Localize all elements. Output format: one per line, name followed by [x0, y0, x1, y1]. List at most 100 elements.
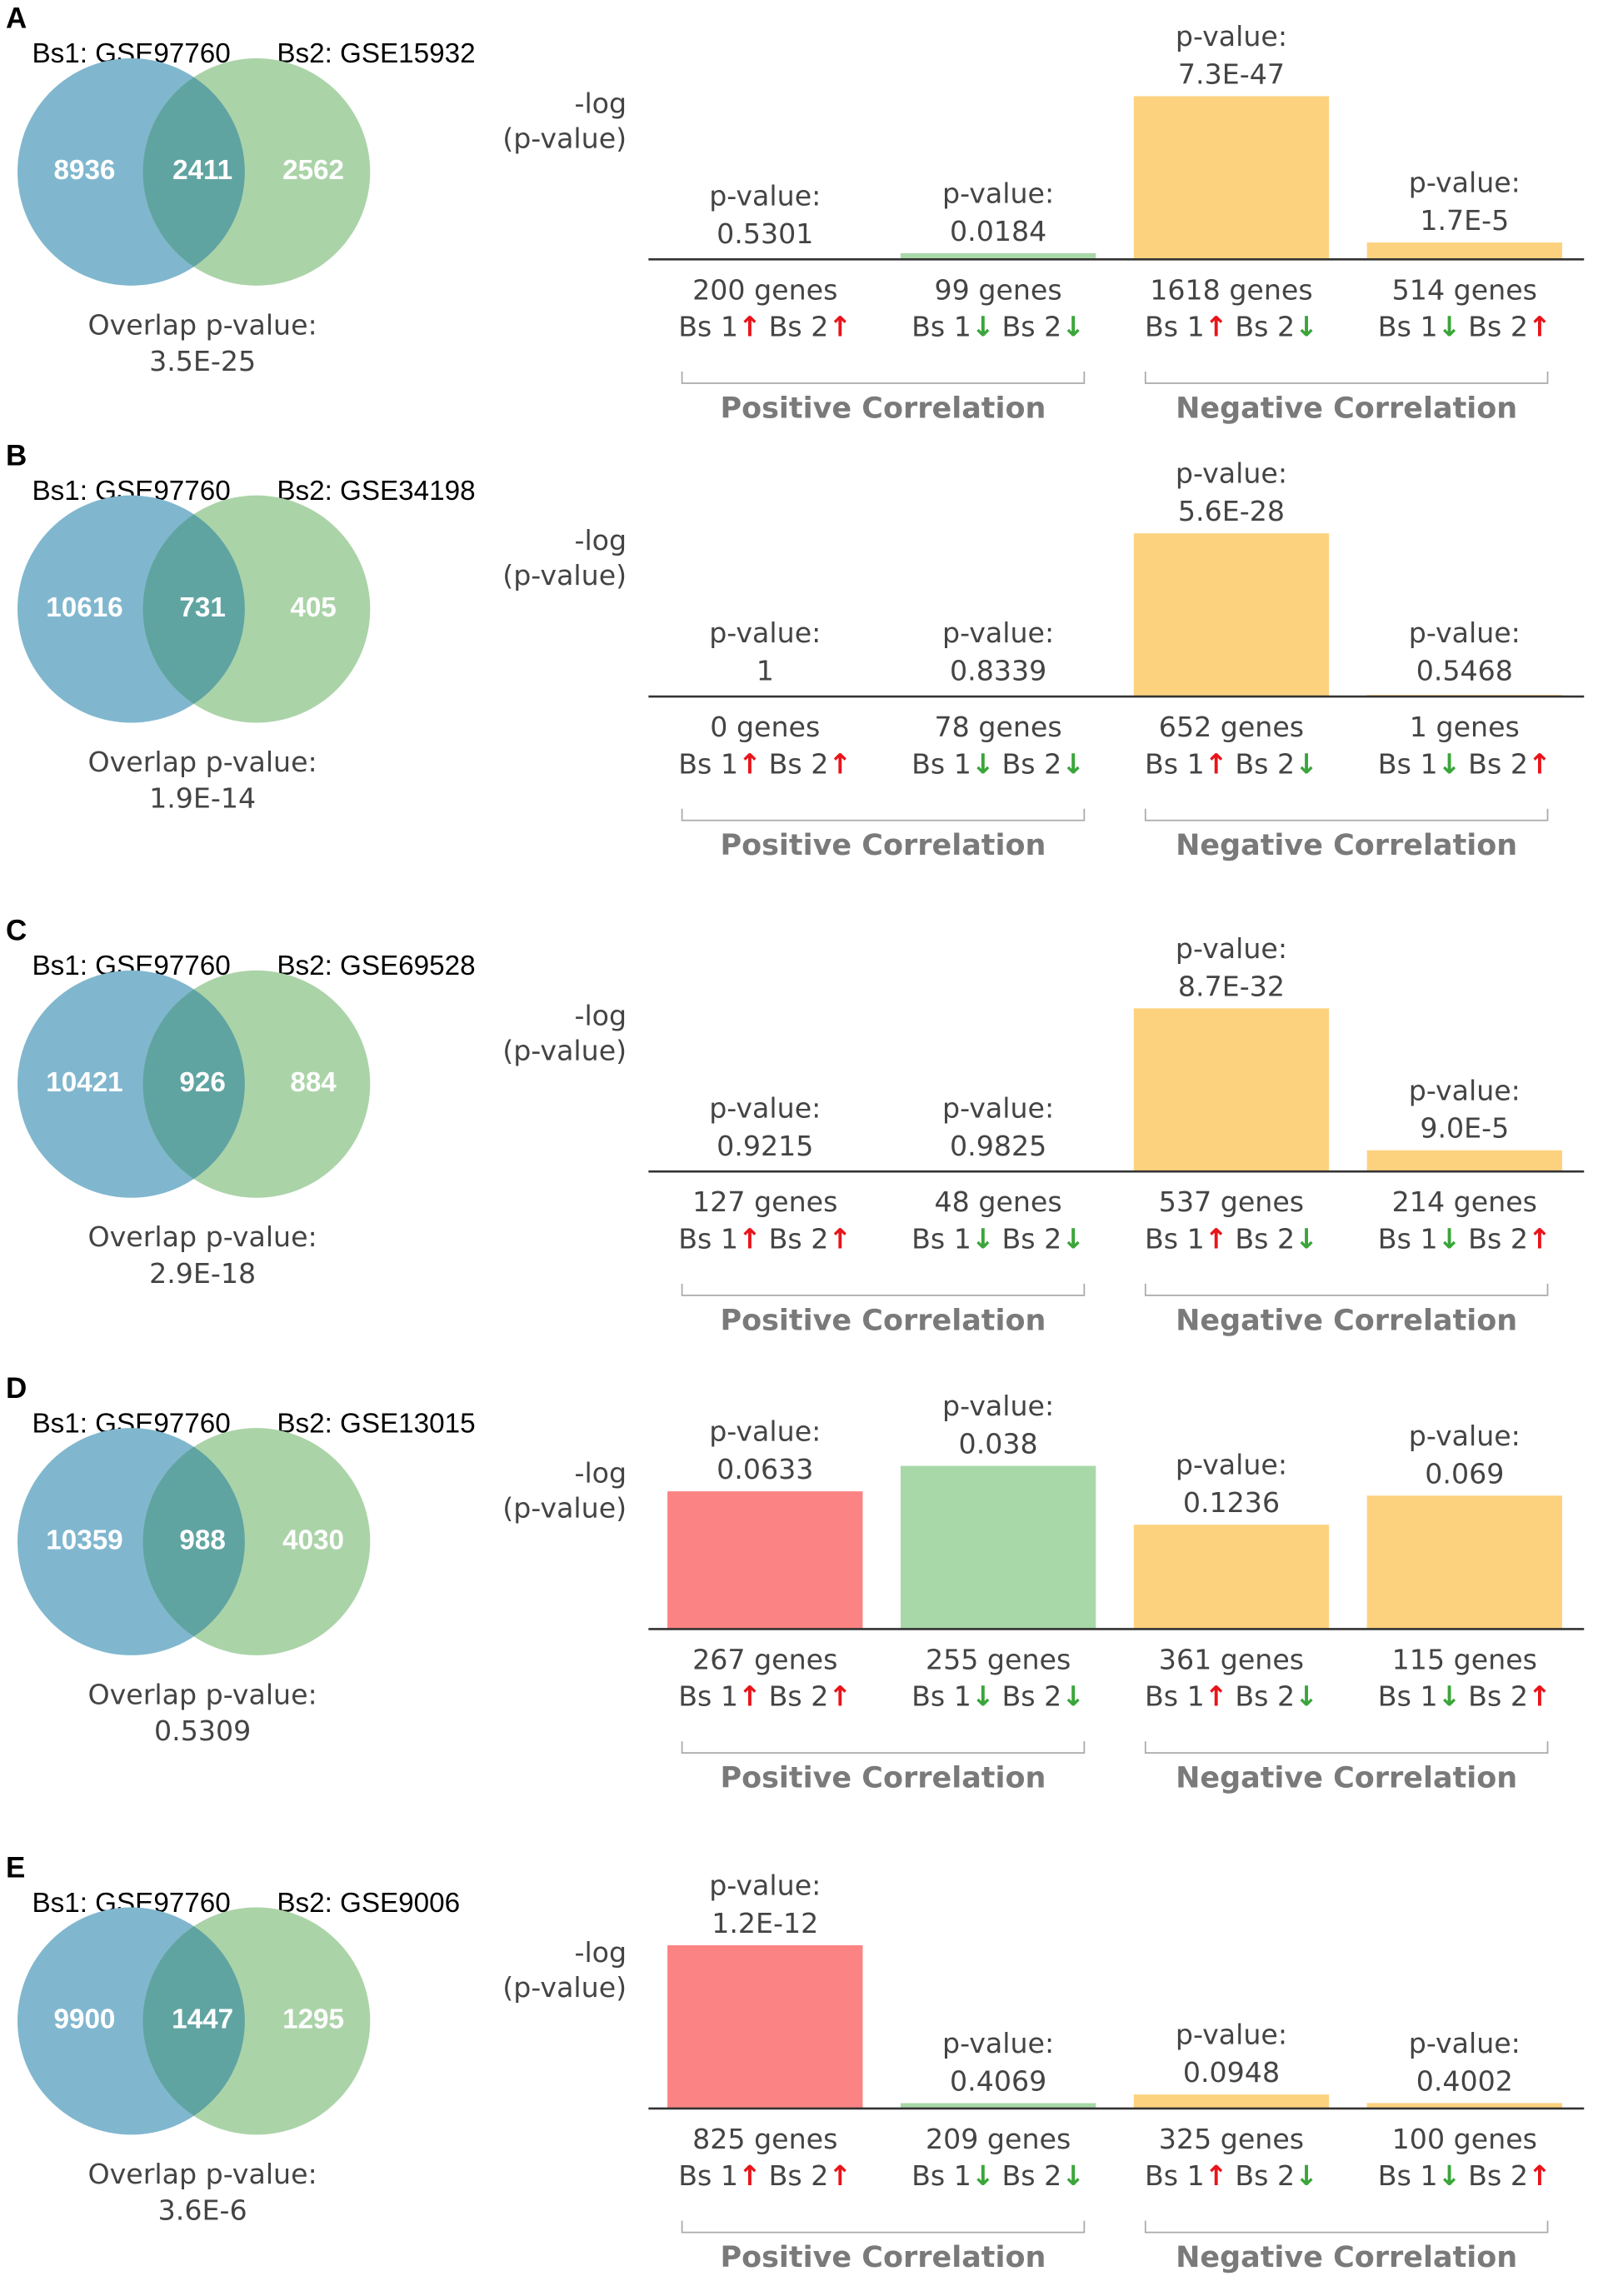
bracket — [681, 808, 1086, 821]
arrow: ↑ — [738, 2159, 762, 2192]
dataset: Bs 2 — [1468, 2159, 1528, 2192]
arrow: ↓ — [1061, 747, 1085, 780]
group-label: Positive Correlation — [720, 1304, 1046, 1337]
overlap-title: Overlap p-value: — [88, 1220, 317, 1253]
arrow: ↓ — [1295, 1680, 1318, 1712]
genes-label: 127 genes — [692, 1185, 837, 1218]
dataset: Bs 2 — [1468, 747, 1528, 780]
arrow: ↓ — [1061, 1680, 1085, 1712]
bar-value: 0.5468 — [1416, 655, 1513, 687]
venn-count: 926 — [179, 1067, 225, 1098]
dataset: Bs 1 — [678, 310, 738, 342]
venn-count: 405 — [290, 592, 336, 623]
arrow: ↑ — [1528, 747, 1551, 780]
dataset: Bs 2 — [769, 1222, 829, 1255]
bracket — [1144, 2220, 1549, 2234]
bar-value: 0.069 — [1425, 1457, 1504, 1490]
direction-label: Bs 1↑ Bs 2↓ — [1145, 747, 1318, 780]
bar-value: 0.038 — [959, 1428, 1038, 1460]
bar — [900, 252, 1096, 260]
bracket — [681, 2220, 1086, 2234]
direction-label: Bs 1↓ Bs 2↓ — [911, 2159, 1085, 2192]
axis-label: -log — [574, 999, 627, 1031]
group-label: Negative Correlation — [1176, 2241, 1517, 2274]
direction-label: Bs 1↓ Bs 2↑ — [1378, 747, 1551, 780]
venn-count: 2411 — [172, 155, 232, 186]
dataset: Bs 1 — [911, 310, 971, 342]
bar — [1133, 533, 1330, 697]
genes-label: 255 genes — [926, 1643, 1071, 1675]
dataset: Bs 2 — [1468, 310, 1528, 342]
bar-value: 0.8339 — [950, 655, 1046, 687]
group-label: Negative Correlation — [1176, 1762, 1517, 1795]
genes-label: 78 genes — [935, 711, 1062, 743]
dataset: Bs 1 — [911, 2159, 971, 2192]
dataset: Bs 2 — [1235, 747, 1295, 780]
arrow: ↓ — [971, 747, 995, 780]
overlap-value: 2.9E-18 — [149, 1257, 256, 1290]
venn-count: 884 — [290, 1067, 337, 1098]
arrow: ↓ — [1438, 1680, 1461, 1712]
genes-label: 361 genes — [1159, 1643, 1304, 1675]
panel-letter: B — [6, 439, 27, 472]
arrow: ↓ — [1295, 2159, 1318, 2192]
group-label: Negative Correlation — [1176, 829, 1517, 862]
bar — [667, 1491, 863, 1630]
bs2-label: Bs2: GSE15932 — [277, 38, 475, 69]
venn-count: 8936 — [54, 155, 116, 186]
dataset: Bs 1 — [678, 2159, 738, 2192]
axis-label: -log — [574, 1457, 627, 1490]
venn-count: 9900 — [54, 2004, 116, 2035]
arrow: ↑ — [1205, 747, 1228, 780]
bar-title: p-value: — [942, 177, 1054, 210]
dataset: Bs 2 — [1235, 1680, 1295, 1712]
direction-label: Bs 1↓ Bs 2↓ — [911, 1680, 1085, 1712]
genes-label: 652 genes — [1159, 711, 1304, 743]
venn-overlap — [142, 77, 245, 267]
dataset: Bs 1 — [1378, 2159, 1438, 2192]
direction-label: Bs 1↓ Bs 2↑ — [1378, 1680, 1551, 1712]
dataset: Bs 2 — [1001, 310, 1061, 342]
genes-label: 99 genes — [935, 273, 1062, 306]
dataset: Bs 1 — [1145, 1222, 1205, 1255]
arrow: ↑ — [1528, 2159, 1551, 2192]
venn-count: 731 — [179, 592, 225, 623]
bar — [1366, 1495, 1563, 1630]
bar-title: p-value: — [1409, 2027, 1521, 2059]
bar — [1133, 2094, 1330, 2109]
bar-value: 1.7E-5 — [1420, 204, 1509, 237]
panel-letter: D — [6, 1372, 27, 1405]
dataset: Bs 1 — [1145, 1680, 1205, 1712]
bar-title: p-value: — [1409, 616, 1521, 649]
dataset: Bs 2 — [1235, 1222, 1295, 1255]
bracket — [681, 1741, 1086, 1754]
bracket — [1144, 1283, 1549, 1296]
arrow: ↓ — [1438, 310, 1461, 342]
genes-label: 514 genes — [1392, 273, 1537, 306]
dataset: Bs 1 — [1145, 2159, 1205, 2192]
arrow: ↑ — [738, 1222, 762, 1255]
bar-title: p-value: — [1409, 167, 1521, 199]
arrow: ↑ — [738, 310, 762, 342]
direction-label: Bs 1↑ Bs 2↓ — [1145, 2159, 1318, 2192]
direction-label: Bs 1↓ Bs 2↑ — [1378, 310, 1551, 342]
dataset: Bs 2 — [1001, 2159, 1061, 2192]
bar — [667, 1945, 863, 2109]
bs2-label: Bs2: GSE34198 — [277, 476, 475, 507]
bar-value: 0.0948 — [1183, 2056, 1280, 2089]
bar-value: 0.1236 — [1183, 1486, 1280, 1519]
bracket — [681, 372, 1086, 384]
bar-value: 9.0E-5 — [1420, 1112, 1509, 1145]
panel-letter: A — [6, 2, 27, 35]
dataset: Bs 1 — [678, 1680, 738, 1712]
panel-letter: E — [6, 1851, 25, 1884]
group-label: Positive Correlation — [720, 829, 1046, 862]
genes-label: 325 genes — [1159, 2123, 1304, 2155]
arrow: ↑ — [1528, 1680, 1551, 1712]
dataset: Bs 2 — [1235, 2159, 1295, 2192]
bar-title: p-value: — [709, 1869, 821, 1902]
